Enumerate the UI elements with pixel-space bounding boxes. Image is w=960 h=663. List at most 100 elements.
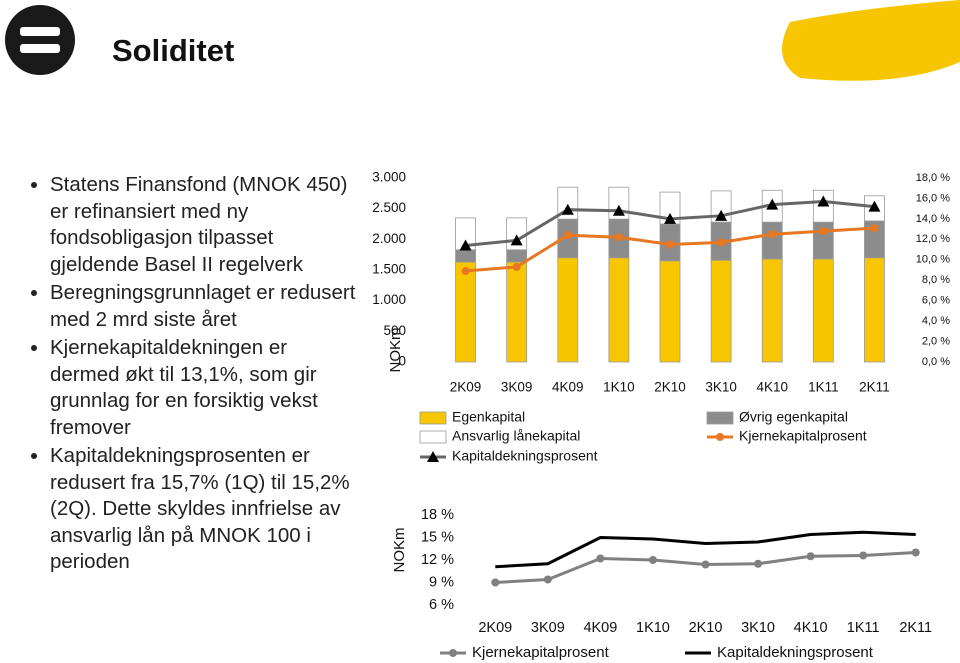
line-marker [512, 262, 521, 271]
legend-swatch [419, 430, 447, 444]
x-tick-label: 4K09 [552, 380, 584, 395]
x-tick-label: 3K10 [705, 380, 737, 395]
legend-label: Kjernekapitalprosent [472, 644, 610, 661]
slide-title: Soliditet [112, 33, 235, 68]
bullet-list: Statens Finansfond (MNOK 450) er refinan… [28, 172, 360, 578]
legend-label: Kapitaldekningsprosent [717, 644, 874, 661]
y2-tick-label: 16,0 % [916, 192, 950, 204]
x-tick-label: 4K10 [794, 620, 828, 636]
y-tick-label: 1.000 [372, 292, 406, 307]
bar [761, 258, 783, 363]
y-axis-label: NOKm [391, 528, 408, 573]
x-tick-label: 3K09 [501, 380, 533, 395]
line-marker [715, 209, 728, 221]
y2-tick-label: 0,0 % [922, 356, 950, 368]
line-marker [491, 578, 500, 587]
line-marker [766, 198, 779, 210]
line-marker [596, 554, 605, 563]
bar [812, 258, 834, 363]
bar [506, 261, 528, 363]
line-marker [459, 239, 472, 251]
x-tick-label: 2K10 [654, 380, 686, 395]
x-tick-label: 1K11 [847, 620, 880, 636]
y-tick-label: 1.500 [372, 262, 406, 277]
line-marker [510, 234, 523, 246]
legend-marker [716, 433, 724, 441]
y-tick-label: 6 % [429, 597, 454, 613]
x-tick-label: 4K09 [583, 620, 617, 636]
bar [557, 257, 579, 363]
bar [659, 260, 681, 363]
y-tick-label: 9 % [429, 574, 454, 590]
bar [659, 191, 681, 225]
line-marker [754, 559, 763, 568]
x-tick-label: 2K11 [899, 620, 932, 636]
y-tick-label: 500 [383, 323, 406, 338]
x-tick-label: 2K10 [689, 620, 723, 636]
decor-shape [782, 0, 960, 81]
logo-bar [20, 44, 60, 53]
bar [455, 249, 476, 263]
line-marker [461, 267, 470, 276]
line-marker [817, 195, 830, 207]
bullet: Kjernekapitaldekningen er dermed økt til… [50, 335, 360, 441]
x-tick-label: 2K09 [478, 620, 512, 636]
legend-label: Kapitaldekningsprosent [452, 448, 598, 464]
line-marker [868, 200, 881, 212]
legend-label: Ansvarlig lånekapital [452, 428, 580, 444]
y2-tick-label: 8,0 % [922, 274, 950, 286]
x-tick-label: 1K10 [636, 620, 670, 636]
line-marker [806, 552, 815, 561]
legend-marker [427, 451, 439, 462]
line-marker [648, 556, 657, 564]
y2-tick-label: 6,0 % [922, 295, 950, 307]
legend-label: Egenkapital [452, 409, 525, 425]
y-tick-label: 15 % [421, 529, 454, 545]
line-marker [701, 560, 710, 569]
legend-swatch [419, 411, 447, 425]
line-marker [666, 240, 674, 249]
y2-tick-label: 18,0 % [916, 172, 950, 184]
x-tick-label: 2K11 [859, 380, 890, 395]
line-marker [717, 238, 726, 247]
x-tick-label: 2K09 [450, 380, 482, 395]
line-marker [543, 575, 552, 584]
logo-bar [20, 27, 60, 36]
line-marker [859, 551, 868, 560]
bullet: Beregningsgrunnlaget er redusert med 2 m… [50, 280, 360, 333]
y-tick-label: 3.000 [372, 170, 406, 185]
bullet: Statens Finansfond (MNOK 450) er refinan… [50, 172, 360, 278]
y-tick-label: 18 % [421, 507, 454, 523]
legend-label: Kjernekapitalprosent [739, 428, 867, 444]
y2-tick-label: 2,0 % [922, 335, 950, 347]
x-tick-label: 3K09 [531, 620, 565, 636]
line-marker [911, 548, 920, 557]
line-marker [870, 224, 879, 233]
line-marker [614, 233, 623, 242]
legend-label: Øvrig egenkapital [739, 409, 848, 425]
x-tick-label: 1K10 [603, 380, 635, 395]
line-marker [819, 227, 828, 236]
y2-tick-label: 14,0 % [916, 213, 950, 225]
x-tick-label: 1K11 [808, 380, 839, 395]
y-tick-label: 0 [398, 354, 406, 369]
y2-tick-label: 4,0 % [922, 315, 950, 327]
y2-tick-label: 10,0 % [916, 254, 950, 266]
y-tick-label: 2.500 [372, 200, 406, 215]
bar [608, 257, 630, 363]
x-tick-label: 3K10 [741, 620, 775, 636]
bullet: Kapitaldekningsprosenten er redusert fra… [50, 443, 360, 576]
y2-tick-label: 12,0 % [916, 233, 950, 245]
line-marker [563, 231, 572, 240]
bar [761, 221, 783, 260]
line-marker [612, 204, 625, 216]
line-marker [664, 212, 676, 224]
line-marker [561, 203, 574, 215]
bar [506, 249, 528, 263]
bar [864, 257, 885, 363]
logo [5, 5, 75, 75]
line-marker [768, 230, 777, 239]
